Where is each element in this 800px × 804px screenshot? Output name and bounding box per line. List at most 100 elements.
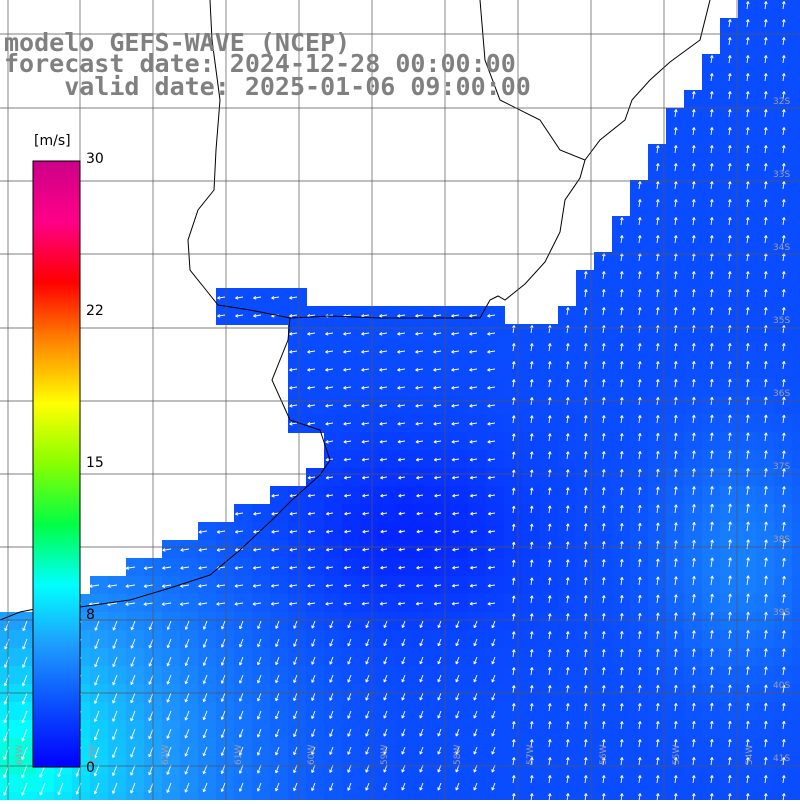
wind-arrow <box>529 631 534 640</box>
field-cell <box>756 252 775 271</box>
field-cell <box>630 342 649 361</box>
wind-arrow <box>601 469 606 478</box>
wind-arrow <box>433 403 442 408</box>
wind-arrow <box>547 487 552 496</box>
field-cell <box>738 54 757 73</box>
field-cell <box>36 792 55 804</box>
field-cell <box>108 666 127 685</box>
field-cell <box>234 720 253 739</box>
wind-arrow <box>21 782 28 796</box>
field-cell <box>324 540 343 559</box>
wind-arrow <box>745 19 750 28</box>
wind-arrow <box>674 504 678 514</box>
wind-arrow <box>487 350 496 354</box>
field-cell <box>378 594 397 613</box>
wind-arrow <box>710 702 714 712</box>
wind-arrow <box>451 368 460 372</box>
wind-arrow <box>415 439 424 444</box>
wind-arrow <box>419 710 424 719</box>
wind-arrow <box>437 710 442 719</box>
colorbar-tick-15: 15 <box>86 455 104 471</box>
field-cell <box>468 486 487 505</box>
wind-arrow <box>398 511 406 516</box>
wind-arrow <box>638 576 642 586</box>
field-cell <box>90 648 109 667</box>
field-cell <box>72 774 91 793</box>
field-cell <box>234 738 253 757</box>
field-cell <box>234 306 253 325</box>
field-cell <box>306 486 325 505</box>
field-cell <box>270 702 289 721</box>
wind-arrow <box>529 343 534 352</box>
wind-arrow <box>329 638 334 647</box>
wind-arrow <box>674 702 678 712</box>
field-cell <box>522 540 541 559</box>
field-cell <box>774 360 793 379</box>
field-cell <box>666 180 685 199</box>
field-cell <box>648 180 667 199</box>
wind-arrow <box>401 656 406 665</box>
field-cell <box>396 738 415 757</box>
field-cell <box>774 522 793 541</box>
wind-arrow <box>112 782 118 794</box>
field-cell <box>450 540 469 559</box>
field-cell <box>288 540 307 559</box>
field-cell <box>792 522 800 541</box>
wind-arrow <box>361 368 370 372</box>
wind-arrow <box>529 451 534 460</box>
wind-arrow <box>763 199 768 208</box>
field-cell <box>234 774 253 793</box>
field-cell <box>630 576 649 595</box>
wind-arrow <box>179 602 190 606</box>
wind-arrow <box>674 684 678 694</box>
field-cell <box>414 450 433 469</box>
field-cell <box>450 684 469 703</box>
wind-arrow <box>148 638 154 649</box>
wind-arrow <box>511 361 516 370</box>
field-cell <box>450 792 469 804</box>
field-cell <box>450 324 469 343</box>
wind-arrow <box>674 468 678 478</box>
field-cell <box>162 630 181 649</box>
wind-arrow <box>691 199 696 208</box>
wind-arrow <box>511 505 516 514</box>
field-cell <box>792 756 800 775</box>
field-cell <box>414 378 433 397</box>
wind-arrow <box>94 656 100 668</box>
field-cell <box>774 648 793 667</box>
field-cell <box>792 72 800 91</box>
field-cell <box>432 648 451 667</box>
wind-arrow <box>692 539 696 550</box>
field-cell <box>756 216 775 235</box>
wind-arrow <box>451 314 460 318</box>
wind-arrow <box>487 421 496 426</box>
field-cell <box>738 612 757 631</box>
field-cell <box>396 666 415 685</box>
wind-arrow <box>655 757 660 766</box>
wind-arrow <box>691 343 696 352</box>
wind-arrow <box>380 565 388 570</box>
field-cell <box>702 468 721 487</box>
field-cell <box>270 684 289 703</box>
wind-arrow <box>709 271 714 280</box>
wind-arrow <box>239 620 244 630</box>
field-cell <box>630 288 649 307</box>
wind-arrow <box>162 548 172 552</box>
wind-arrow <box>329 692 334 701</box>
field-cell <box>468 720 487 739</box>
field-cell <box>558 558 577 577</box>
wind-arrow <box>143 566 154 570</box>
lat-label: 41S <box>773 754 790 764</box>
field-cell <box>648 684 667 703</box>
field-cell <box>486 720 505 739</box>
wind-arrow <box>655 702 660 712</box>
wind-arrow <box>437 692 442 701</box>
field-cell <box>396 414 415 433</box>
field-cell <box>720 684 739 703</box>
field-cell <box>720 486 739 505</box>
wind-arrow <box>125 584 136 588</box>
field-cell <box>684 576 703 595</box>
wind-arrow <box>491 746 496 755</box>
field-cell <box>234 684 253 703</box>
wind-arrow <box>637 685 642 694</box>
